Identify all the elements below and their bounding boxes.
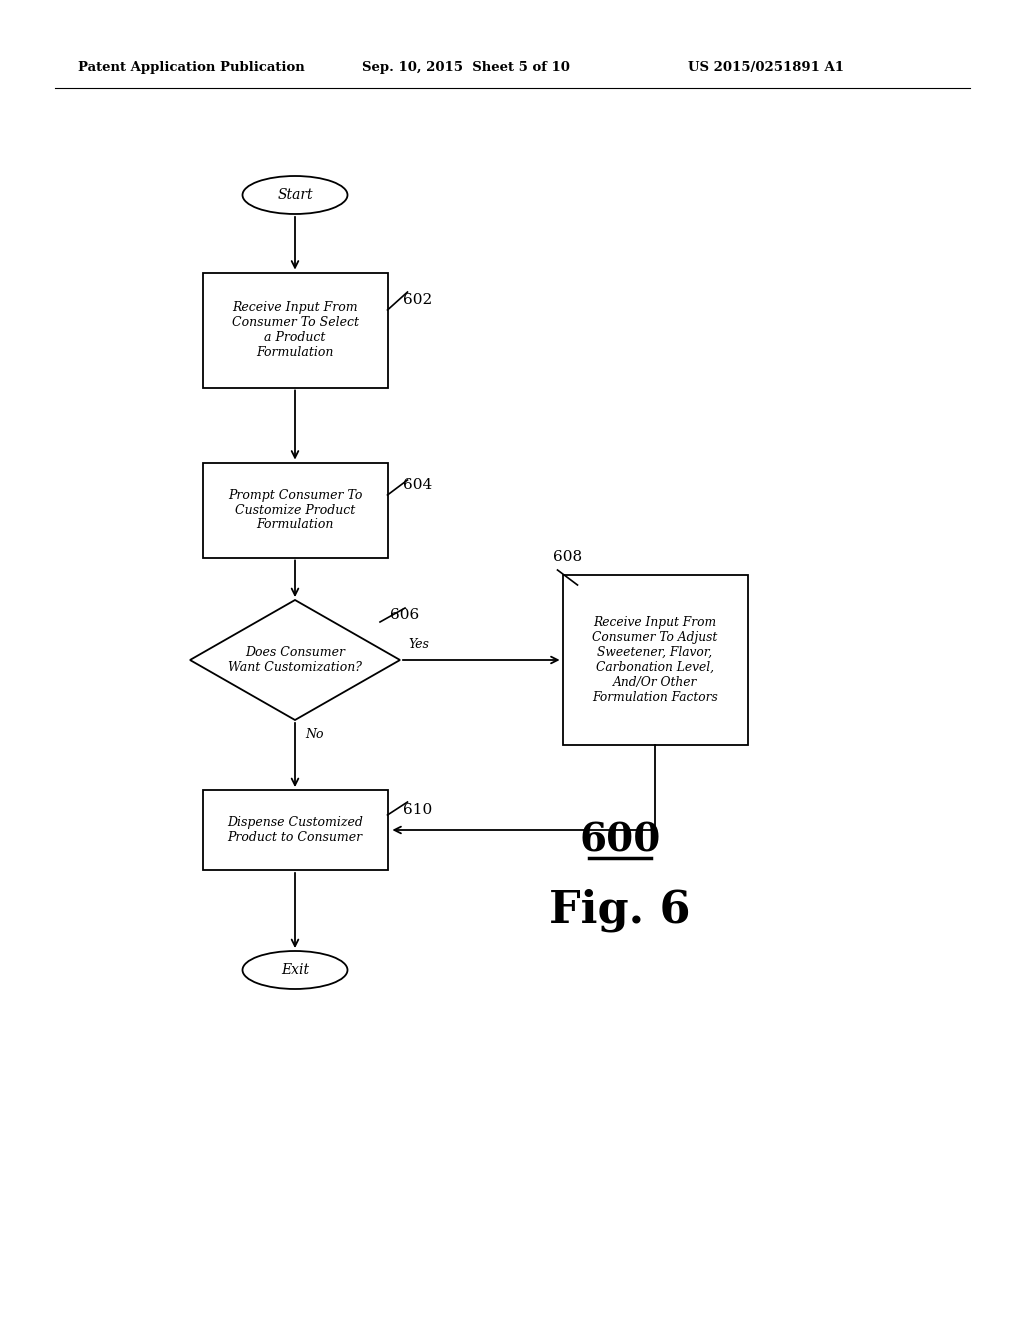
Text: Exit: Exit xyxy=(281,964,309,977)
Text: Dispense Customized
Product to Consumer: Dispense Customized Product to Consumer xyxy=(227,816,362,843)
Text: Yes: Yes xyxy=(408,638,429,651)
Text: Does Consumer
Want Customization?: Does Consumer Want Customization? xyxy=(228,645,362,675)
Text: 604: 604 xyxy=(402,478,432,492)
Text: Receive Input From
Consumer To Adjust
Sweetener, Flavor,
Carbonation Level,
And/: Receive Input From Consumer To Adjust Sw… xyxy=(592,616,718,704)
Text: Prompt Consumer To
Customize Product
Formulation: Prompt Consumer To Customize Product For… xyxy=(227,488,362,532)
Text: 602: 602 xyxy=(402,293,432,308)
Text: Sep. 10, 2015  Sheet 5 of 10: Sep. 10, 2015 Sheet 5 of 10 xyxy=(362,62,570,74)
Text: 608: 608 xyxy=(553,550,582,564)
Text: No: No xyxy=(305,729,324,741)
Text: US 2015/0251891 A1: US 2015/0251891 A1 xyxy=(688,62,844,74)
Text: Fig. 6: Fig. 6 xyxy=(549,888,691,932)
Text: 600: 600 xyxy=(580,821,660,859)
Text: Patent Application Publication: Patent Application Publication xyxy=(78,62,305,74)
Text: 610: 610 xyxy=(402,803,432,817)
Text: Start: Start xyxy=(278,187,312,202)
Text: Receive Input From
Consumer To Select
a Product
Formulation: Receive Input From Consumer To Select a … xyxy=(231,301,358,359)
Text: 606: 606 xyxy=(390,609,419,622)
